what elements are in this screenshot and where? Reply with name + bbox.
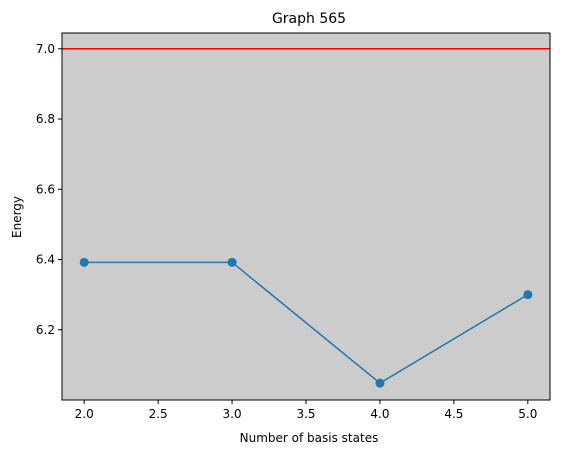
- y-tick-label: 6.6: [36, 182, 55, 196]
- y-tick-label: 6.8: [36, 112, 55, 126]
- y-tick-label: 7.0: [36, 42, 55, 56]
- x-axis-label: Number of basis states: [240, 431, 379, 445]
- y-axis-label: Energy: [10, 196, 24, 238]
- y-tick-label: 6.4: [36, 253, 55, 267]
- data-point: [375, 378, 385, 388]
- y-axis-ticks: 6.2 6.4 6.6 6.8 7.0: [36, 42, 62, 337]
- series-line: [84, 261, 529, 385]
- x-tick-label: 2.0: [75, 407, 94, 421]
- series-layer: [79, 257, 533, 388]
- x-tick-label: 3.0: [223, 407, 242, 421]
- plot-frame: [61, 32, 551, 401]
- x-tick-label: 2.5: [149, 407, 168, 421]
- x-tick-label: 5.0: [518, 407, 537, 421]
- y-tick-label: 6.2: [36, 323, 55, 337]
- chart-title: Graph 565: [272, 11, 346, 27]
- data-point: [79, 257, 89, 267]
- x-tick-label: 4.0: [370, 407, 389, 421]
- data-point: [523, 290, 533, 300]
- x-tick-label: 3.5: [296, 407, 315, 421]
- x-tick-label: 4.5: [444, 407, 463, 421]
- data-point: [227, 257, 237, 267]
- plot-area: [62, 33, 550, 400]
- x-axis-ticks: 2.0 2.5 3.0 3.5 4.0 4.5 5.0: [75, 400, 537, 421]
